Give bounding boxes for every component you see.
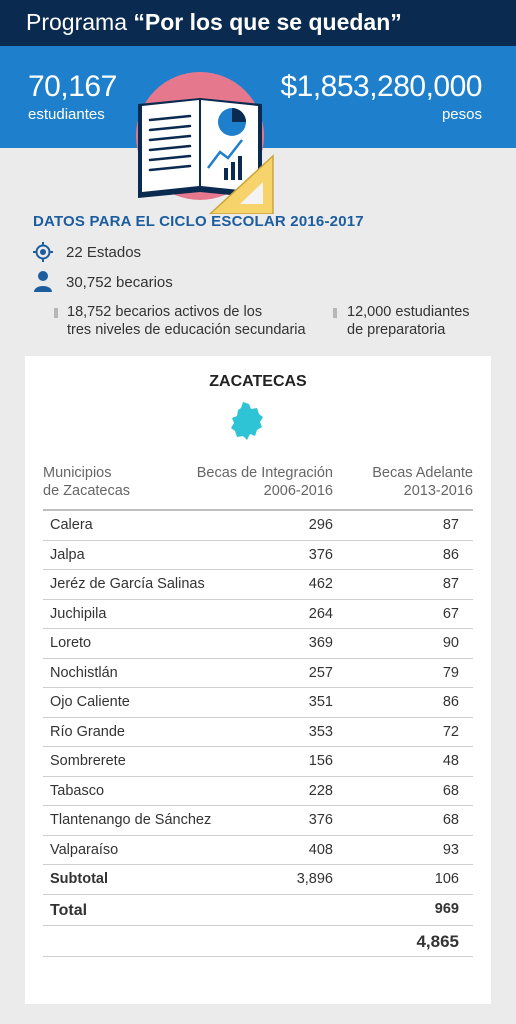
table-row: Nochistlán 257 79 (43, 659, 473, 688)
adelante-cell: 48 (442, 753, 459, 769)
students-label: estudiantes (28, 106, 105, 123)
prep-students: 12,000 estudiantes de preparatoria (347, 304, 470, 338)
table-row: Ojo Caliente 351 86 (43, 688, 473, 718)
adelante-cell: 86 (442, 546, 459, 563)
integracion-cell: 462 (308, 576, 333, 592)
adelante-cell: 79 (442, 664, 459, 681)
state-title: ZACATECAS (209, 373, 307, 390)
municipio-cell: Nochistlán (50, 664, 118, 681)
zacatecas-map-icon (231, 402, 263, 440)
scholars-count: 30,752 becarios (66, 274, 173, 291)
integracion-cell: 296 (308, 517, 333, 533)
grand-total: 4,865 (416, 931, 459, 951)
integracion-cell: 369 (308, 635, 333, 651)
subtotal-label: Subtotal (50, 871, 108, 887)
students-value: 70,167 (28, 70, 117, 103)
title-bar: Programa “Por los que se quedan” (0, 0, 516, 46)
grand-total-row: 4,865 (43, 926, 473, 957)
municipio-cell: Tabasco (50, 782, 105, 799)
table-row: Jalpa 376 86 (43, 541, 473, 570)
adelante-cell: 90 (442, 635, 459, 651)
integracion-cell: 257 (308, 664, 333, 681)
table-row: Sombrerete 156 48 (43, 747, 473, 777)
person-icon (34, 271, 52, 292)
total-adelante: 969 (434, 900, 459, 917)
adelante-cell: 87 (442, 576, 459, 592)
bullet-marker (333, 308, 337, 318)
adelante-cell: 68 (442, 812, 459, 828)
adelante-cell: 87 (442, 517, 459, 533)
municipio-cell: Jalpa (50, 546, 85, 563)
adelante-cell: 68 (442, 782, 459, 799)
integracion-cell: 264 (308, 605, 333, 622)
integracion-cell: 376 (308, 812, 333, 828)
amount-label: pesos (441, 106, 482, 123)
adelante-cell: 72 (442, 723, 459, 740)
table-row: Tlantenango de Sánchez 376 68 (43, 806, 473, 836)
adelante-cell: 86 (442, 694, 459, 710)
table-row: Loreto 369 90 (43, 629, 473, 659)
table-row: Río Grande 353 72 (43, 718, 473, 747)
subtotal-integracion: 3,896 (296, 871, 333, 887)
table-row: Calera 296 87 (43, 511, 473, 541)
education-illustration-icon (136, 72, 274, 214)
hero-banner: 70,167 estudiantes $1,853,280,000 pesos (0, 46, 516, 214)
integracion-cell: 228 (308, 782, 333, 799)
subtotal-adelante: 106 (434, 871, 459, 887)
integracion-cell: 353 (308, 723, 333, 740)
bullet-marker (54, 308, 58, 318)
col-header-adelante: Becas Adelante 2013-2016 (372, 465, 473, 499)
location-target-icon (33, 242, 53, 262)
integracion-cell: 376 (308, 546, 333, 563)
municipio-cell: Sombrerete (50, 753, 126, 769)
municipio-cell: Ojo Caliente (50, 694, 130, 710)
table-row: Valparaíso 408 93 (43, 836, 473, 865)
scholarship-table: Calera 296 87 Jalpa 376 86 Jeréz de García Sal… (43, 511, 473, 957)
municipio-cell: Calera (50, 517, 93, 533)
program-name: “Por los que se quedan” (133, 9, 402, 35)
integracion-cell: 351 (308, 694, 333, 710)
table-row: Tabasco 228 68 (43, 777, 473, 806)
integracion-cell: 156 (308, 753, 333, 769)
cycle-heading: DATOS PARA EL CICLO ESCOLAR 2016-2017 (33, 213, 364, 230)
total-row: Total 969 (43, 895, 473, 926)
municipio-cell: Jeréz de García Salinas (50, 576, 205, 592)
amount-value: $1,853,280,000 (280, 70, 482, 103)
municipio-cell: Loreto (50, 635, 92, 651)
table-row: Jeréz de García Salinas 462 87 (43, 570, 473, 600)
secondary-students: 18,752 becarios activos de los tres nive… (67, 304, 306, 338)
adelante-cell: 67 (442, 605, 459, 622)
adelante-cell: 93 (442, 841, 459, 858)
subtotal-row: Subtotal 3,896 106 (43, 865, 473, 895)
table-row: Juchipila 264 67 (43, 600, 473, 629)
states-count: 22 Estados (66, 244, 142, 261)
municipio-cell: Valparaíso (50, 841, 119, 858)
zacatecas-card: ZACATECAS Municipios de Zacatecas Becas d… (25, 356, 491, 1004)
municipio-cell: Juchipila (50, 605, 107, 622)
header-divider (43, 509, 473, 511)
page-title: Programa “Por los que se quedan” (26, 9, 402, 36)
total-label: Total (50, 901, 88, 919)
integracion-cell: 408 (308, 841, 333, 858)
municipio-cell: Río Grande (50, 723, 125, 740)
col-header-municipios: Municipios de Zacatecas (43, 465, 131, 499)
col-header-integracion: Becas de Integración 2006-2016 (196, 465, 333, 499)
title-prefix: Programa (26, 9, 134, 35)
municipio-cell: Tlantenango de Sánchez (50, 812, 212, 828)
